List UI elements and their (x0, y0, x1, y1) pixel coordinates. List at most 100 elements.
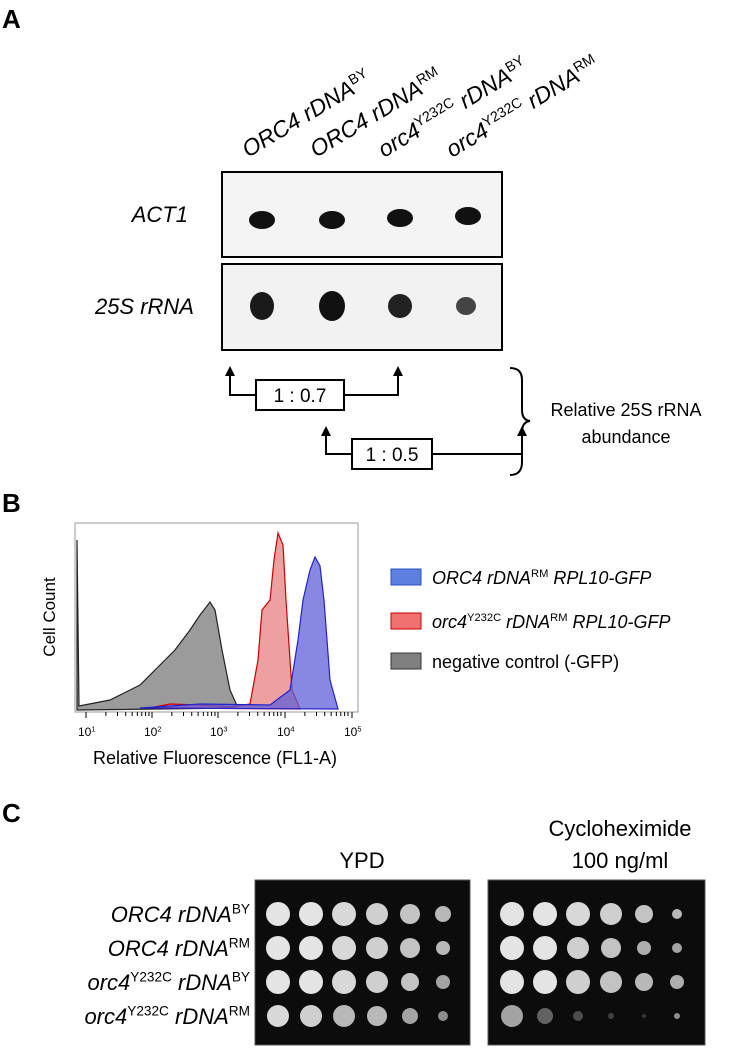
label: 105 (344, 724, 362, 739)
colony (533, 936, 557, 960)
text-segment: 10 (277, 725, 291, 739)
colony (299, 936, 323, 960)
superscript: RM (229, 1004, 250, 1019)
label: negative control (-GFP) (432, 652, 619, 672)
superscript: RM (229, 936, 250, 951)
colonies (266, 902, 684, 1027)
text-segment: rDNA (169, 1004, 229, 1029)
superscript: Y232C (467, 612, 501, 624)
colony (573, 1011, 583, 1021)
text-segment: orc4 (432, 612, 467, 632)
text-segment: 10 (344, 725, 358, 739)
colony (400, 904, 420, 924)
ratio-brackets (229, 367, 531, 476)
label: ORC4 rDNABY (111, 902, 250, 927)
colony (266, 970, 290, 994)
panel-label: B (2, 488, 21, 518)
colony (635, 973, 653, 991)
y-axis-label: Cell Count (40, 577, 59, 657)
label: 101 (78, 724, 96, 739)
text-segment: negative control (-GFP) (432, 652, 619, 672)
colony (300, 1005, 322, 1027)
legend-swatch (390, 612, 422, 630)
colony (533, 902, 557, 926)
text-segment: rDNA (172, 970, 232, 995)
colony (436, 975, 450, 989)
label: 102 (144, 724, 162, 739)
text-segment: RPL10-GFP (548, 568, 651, 588)
colony (366, 903, 388, 925)
x-ticks (85, 712, 353, 718)
plate (254, 879, 471, 1046)
superscript: BY (232, 902, 250, 917)
arrowheads (225, 366, 527, 436)
colony (332, 970, 356, 994)
panel-label: A (2, 4, 21, 34)
blot-label: ACT1 (130, 202, 188, 227)
superscript: 3 (223, 724, 227, 733)
colony (332, 936, 356, 960)
colony (642, 1014, 646, 1018)
superscript: 1 (91, 724, 95, 733)
text-segment: ORC4 rDNA (111, 902, 232, 927)
ratio: 1 : 0.7 (274, 386, 327, 407)
colony (500, 970, 524, 994)
label: ORC4 rDNARM (108, 936, 250, 961)
blot-label: 25S rRNA (94, 294, 194, 319)
superscript: BY (232, 970, 250, 985)
superscript: RM (531, 568, 548, 580)
label: 103 (210, 724, 228, 739)
x-axis-label: Relative Fluorescence (FL1-A) (93, 748, 337, 768)
plate-label: 100 ng/ml (572, 848, 669, 873)
colony (635, 905, 653, 923)
superscript: RM (550, 612, 567, 624)
colony (266, 902, 290, 926)
colony (608, 1013, 614, 1019)
colony (267, 1005, 289, 1027)
superscript: Y232C (130, 970, 172, 985)
ratio: 1 : 0.5 (366, 445, 419, 466)
label: ORC4 rDNARM RPL10-GFP (432, 568, 651, 588)
colony (436, 941, 450, 955)
colony (672, 943, 682, 953)
colony (566, 902, 590, 926)
histogram-blue (139, 555, 339, 710)
brace-label: abundance (581, 427, 670, 447)
plate-label: Cycloheximide (548, 816, 691, 841)
colony (400, 938, 420, 958)
label: 104 (277, 724, 295, 739)
colony (500, 902, 524, 926)
label: orc4Y232C rDNARM RPL10-GFP (432, 612, 671, 632)
colony (537, 1008, 553, 1024)
text-segment: 10 (78, 725, 92, 739)
colony (567, 937, 589, 959)
superscript: 4 (290, 724, 294, 733)
colony (674, 1013, 680, 1019)
colony (438, 1011, 448, 1021)
colony (401, 973, 419, 991)
colony (637, 941, 651, 955)
colony (299, 902, 323, 926)
colony (533, 970, 557, 994)
label: orc4Y232C rDNABY (87, 970, 250, 995)
colony (501, 1005, 523, 1027)
text-segment: rDNA (501, 612, 550, 632)
colony (332, 902, 356, 926)
brace-label: Relative 25S rRNA (550, 400, 701, 420)
colony (366, 971, 388, 993)
superscript: 2 (157, 724, 161, 733)
colony (366, 937, 388, 959)
superscript: Y232C (127, 1004, 169, 1019)
colony (600, 903, 622, 925)
text-segment: RPL10-GFP (568, 612, 671, 632)
legend-swatch (390, 568, 422, 586)
colony (299, 970, 323, 994)
colony (333, 1005, 355, 1027)
colony (435, 906, 451, 922)
colony (601, 938, 621, 958)
legend-swatch (390, 652, 422, 670)
colony (600, 971, 622, 993)
colony (266, 936, 290, 960)
label: orc4Y232C rDNARM (84, 1004, 250, 1029)
